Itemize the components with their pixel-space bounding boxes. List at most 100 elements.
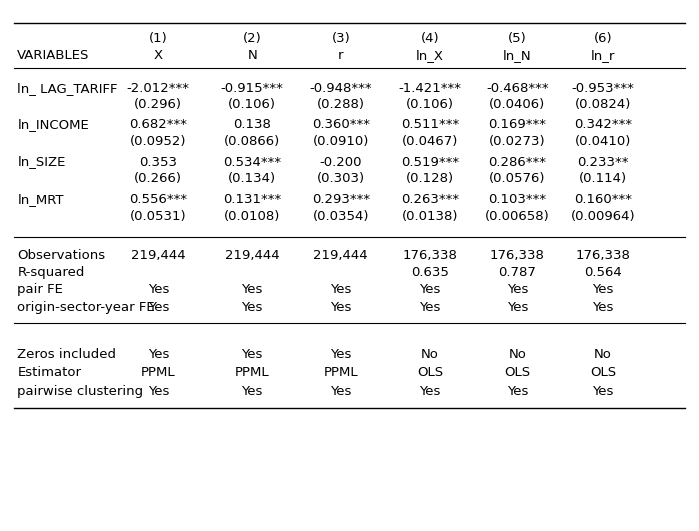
Text: 0.293***: 0.293*** (312, 193, 370, 205)
Text: -2.012***: -2.012*** (127, 82, 189, 95)
Text: Yes: Yes (147, 284, 169, 296)
Text: ln_ LAG_TARIFF: ln_ LAG_TARIFF (17, 82, 118, 95)
Text: pairwise clustering: pairwise clustering (17, 385, 143, 398)
Text: (1): (1) (149, 32, 168, 45)
Text: -1.421***: -1.421*** (398, 82, 461, 95)
Text: ln_INCOME: ln_INCOME (17, 118, 89, 131)
Text: (0.0531): (0.0531) (130, 210, 187, 222)
Text: 0.556***: 0.556*** (129, 193, 187, 205)
Text: (5): (5) (508, 32, 526, 45)
Text: Yes: Yes (593, 385, 614, 398)
Text: 219,444: 219,444 (225, 249, 280, 262)
Text: (0.134): (0.134) (228, 173, 276, 185)
Text: PPML: PPML (235, 366, 270, 379)
Text: OLS: OLS (590, 366, 617, 379)
Text: R-squared: R-squared (17, 266, 85, 279)
Text: Yes: Yes (593, 284, 614, 296)
Text: (6): (6) (594, 32, 612, 45)
Text: -0.915***: -0.915*** (221, 82, 284, 95)
Text: Yes: Yes (147, 385, 169, 398)
Text: ln_r: ln_r (591, 49, 615, 62)
Text: r: r (338, 49, 343, 62)
Text: Yes: Yes (330, 301, 352, 314)
Text: 176,338: 176,338 (490, 249, 545, 262)
Text: (0.0467): (0.0467) (402, 135, 459, 148)
Text: -0.953***: -0.953*** (572, 82, 635, 95)
Text: 0.564: 0.564 (584, 266, 622, 279)
Text: (0.00658): (0.00658) (485, 210, 549, 222)
Text: 0.511***: 0.511*** (401, 118, 459, 131)
Text: (0.0576): (0.0576) (489, 173, 545, 185)
Text: 0.682***: 0.682*** (129, 118, 187, 131)
Text: Yes: Yes (507, 284, 528, 296)
Text: 0.342***: 0.342*** (574, 118, 632, 131)
Text: Yes: Yes (242, 385, 263, 398)
Text: (0.0410): (0.0410) (575, 135, 631, 148)
Text: Yes: Yes (242, 348, 263, 361)
Text: 0.233**: 0.233** (577, 156, 629, 168)
Text: (0.0354): (0.0354) (312, 210, 369, 222)
Text: 0.169***: 0.169*** (489, 118, 546, 131)
Text: (0.0138): (0.0138) (402, 210, 459, 222)
Text: (0.114): (0.114) (579, 173, 627, 185)
Text: Yes: Yes (330, 284, 352, 296)
Text: Estimator: Estimator (17, 366, 81, 379)
Text: Yes: Yes (330, 385, 352, 398)
Text: Yes: Yes (419, 284, 440, 296)
Text: No: No (594, 348, 612, 361)
Text: Yes: Yes (419, 385, 440, 398)
Text: (0.296): (0.296) (134, 98, 182, 112)
Text: 0.131***: 0.131*** (223, 193, 281, 205)
Text: PPML: PPML (324, 366, 358, 379)
Text: Yes: Yes (507, 301, 528, 314)
Text: 0.519***: 0.519*** (401, 156, 459, 168)
Text: PPML: PPML (141, 366, 175, 379)
Text: 0.263***: 0.263*** (401, 193, 459, 205)
Text: OLS: OLS (504, 366, 531, 379)
Text: 0.635: 0.635 (411, 266, 449, 279)
Text: 0.286***: 0.286*** (489, 156, 546, 168)
Text: (0.266): (0.266) (134, 173, 182, 185)
Text: (0.0406): (0.0406) (489, 98, 545, 112)
Text: 0.138: 0.138 (233, 118, 271, 131)
Text: (0.00964): (0.00964) (571, 210, 635, 222)
Text: 0.353: 0.353 (139, 156, 178, 168)
Text: Yes: Yes (593, 301, 614, 314)
Text: ln_SIZE: ln_SIZE (17, 156, 66, 168)
Text: 176,338: 176,338 (576, 249, 630, 262)
Text: N: N (247, 49, 257, 62)
Text: -0.200: -0.200 (319, 156, 362, 168)
Text: Yes: Yes (147, 301, 169, 314)
Text: No: No (421, 348, 439, 361)
Text: (0.303): (0.303) (317, 173, 365, 185)
Text: (4): (4) (421, 32, 440, 45)
Text: No: No (508, 348, 526, 361)
Text: (0.0952): (0.0952) (130, 135, 187, 148)
Text: (0.0273): (0.0273) (489, 135, 546, 148)
Text: Yes: Yes (419, 301, 440, 314)
Text: -0.948***: -0.948*** (310, 82, 372, 95)
Text: -0.468***: -0.468*** (486, 82, 549, 95)
Text: (0.0866): (0.0866) (224, 135, 280, 148)
Text: Yes: Yes (507, 385, 528, 398)
Text: X: X (154, 49, 163, 62)
Text: (0.288): (0.288) (317, 98, 365, 112)
Text: pair FE: pair FE (17, 284, 63, 296)
Text: ln_X: ln_X (416, 49, 444, 62)
Text: (0.0824): (0.0824) (575, 98, 631, 112)
Text: (0.0108): (0.0108) (224, 210, 280, 222)
Text: 176,338: 176,338 (403, 249, 457, 262)
Text: (0.106): (0.106) (228, 98, 276, 112)
Text: (0.128): (0.128) (406, 173, 454, 185)
Text: Yes: Yes (147, 348, 169, 361)
Text: 219,444: 219,444 (313, 249, 368, 262)
Text: origin-sector-year FE: origin-sector-year FE (17, 301, 155, 314)
Text: Yes: Yes (242, 284, 263, 296)
Text: OLS: OLS (417, 366, 443, 379)
Text: 0.534***: 0.534*** (223, 156, 281, 168)
Text: ln_N: ln_N (503, 49, 531, 62)
Text: 0.103***: 0.103*** (488, 193, 547, 205)
Text: Yes: Yes (330, 348, 352, 361)
Text: Zeros included: Zeros included (17, 348, 116, 361)
Text: 0.360***: 0.360*** (312, 118, 370, 131)
